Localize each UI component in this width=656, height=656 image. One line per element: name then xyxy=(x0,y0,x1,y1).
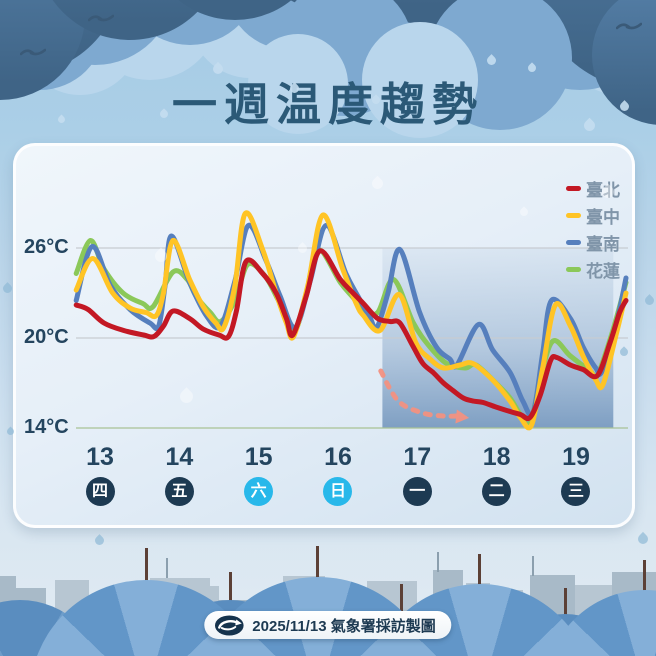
bird-icon xyxy=(87,12,115,30)
raindrop xyxy=(1,282,14,295)
day-item-19: 19 三 xyxy=(536,442,616,506)
raindrop xyxy=(643,294,656,307)
weekday-badge: 六 xyxy=(244,477,274,506)
weekday-badge: 一 xyxy=(402,477,432,506)
day-item-14: 14 五 xyxy=(139,442,219,506)
y-tick-label-14: 14°C xyxy=(24,416,69,438)
cooling-trend-arrow xyxy=(378,368,459,419)
day-item-17: 17 一 xyxy=(377,442,457,506)
chart-legend: 臺北 臺中 臺南 花蓮 xyxy=(566,175,620,283)
day-number: 19 xyxy=(562,443,590,471)
bird-icon xyxy=(19,46,47,64)
legend-item-taipei: 臺北 xyxy=(566,175,620,202)
cloud-light xyxy=(248,34,348,134)
day-number: 14 xyxy=(165,443,194,471)
pole xyxy=(229,572,232,604)
legend-label: 臺中 xyxy=(586,208,620,227)
day-item-18: 18 二 xyxy=(457,442,537,506)
series-line-tainan xyxy=(73,222,629,418)
pole xyxy=(478,554,481,590)
weekday-badge: 四 xyxy=(85,477,115,506)
day-item-13: 13 四 xyxy=(60,442,140,506)
legend-swatch-hualien xyxy=(566,267,581,272)
antenna xyxy=(532,556,534,576)
legend-item-tainan: 臺南 xyxy=(566,229,620,256)
legend-label: 臺北 xyxy=(586,181,620,200)
cwa-logo-icon xyxy=(214,615,244,635)
pole xyxy=(564,588,567,620)
antenna xyxy=(166,558,168,578)
pole xyxy=(400,584,403,616)
day-item-15: 15 六 xyxy=(219,442,299,506)
weekday-badge: 三 xyxy=(561,477,591,506)
antenna xyxy=(437,552,439,572)
legend-label: 臺南 xyxy=(586,235,620,254)
series-line-taichung xyxy=(73,210,629,431)
legend-label: 花蓮 xyxy=(586,262,620,281)
series-line-taipei xyxy=(73,248,629,422)
bird-icon xyxy=(615,20,643,38)
temperature-chart xyxy=(73,210,629,431)
pole xyxy=(145,548,148,584)
pole xyxy=(316,546,319,582)
legend-item-hualien: 花蓮 xyxy=(566,256,620,283)
cloud-light xyxy=(362,22,478,138)
day-item-16: 16 日 xyxy=(298,442,378,506)
legend-swatch-taichung xyxy=(566,213,581,218)
y-tick-label-26: 26°C xyxy=(24,236,69,258)
footer-credit: 2025/11/13 氣象署採訪製圖 xyxy=(204,611,452,639)
weekday-badge: 二 xyxy=(482,477,512,506)
legend-swatch-taipei xyxy=(566,186,581,191)
chart-panel: 26°C 20°C 14°C 臺北臺中臺南花蓮 13 四 14 五 15 六 16 日 17 一 18 二… xyxy=(13,143,635,528)
arrowhead xyxy=(455,409,470,424)
day-number: 15 xyxy=(244,443,273,471)
page-title: 一週温度趨勢 xyxy=(171,79,484,130)
day-number: 17 xyxy=(403,443,432,471)
legend-item-taichung: 臺中 xyxy=(566,202,620,229)
legend-swatch-tainan xyxy=(566,240,581,245)
weekday-badge: 日 xyxy=(323,477,353,506)
pole xyxy=(643,560,646,596)
day-number: 13 xyxy=(86,443,114,471)
footer-text: 2025/11/13 氣象署採訪製圖 xyxy=(252,617,436,635)
weekday-badge: 五 xyxy=(164,477,194,506)
day-number: 16 xyxy=(324,443,352,471)
day-number: 18 xyxy=(482,443,511,471)
y-tick-label-20: 20°C xyxy=(24,326,69,348)
